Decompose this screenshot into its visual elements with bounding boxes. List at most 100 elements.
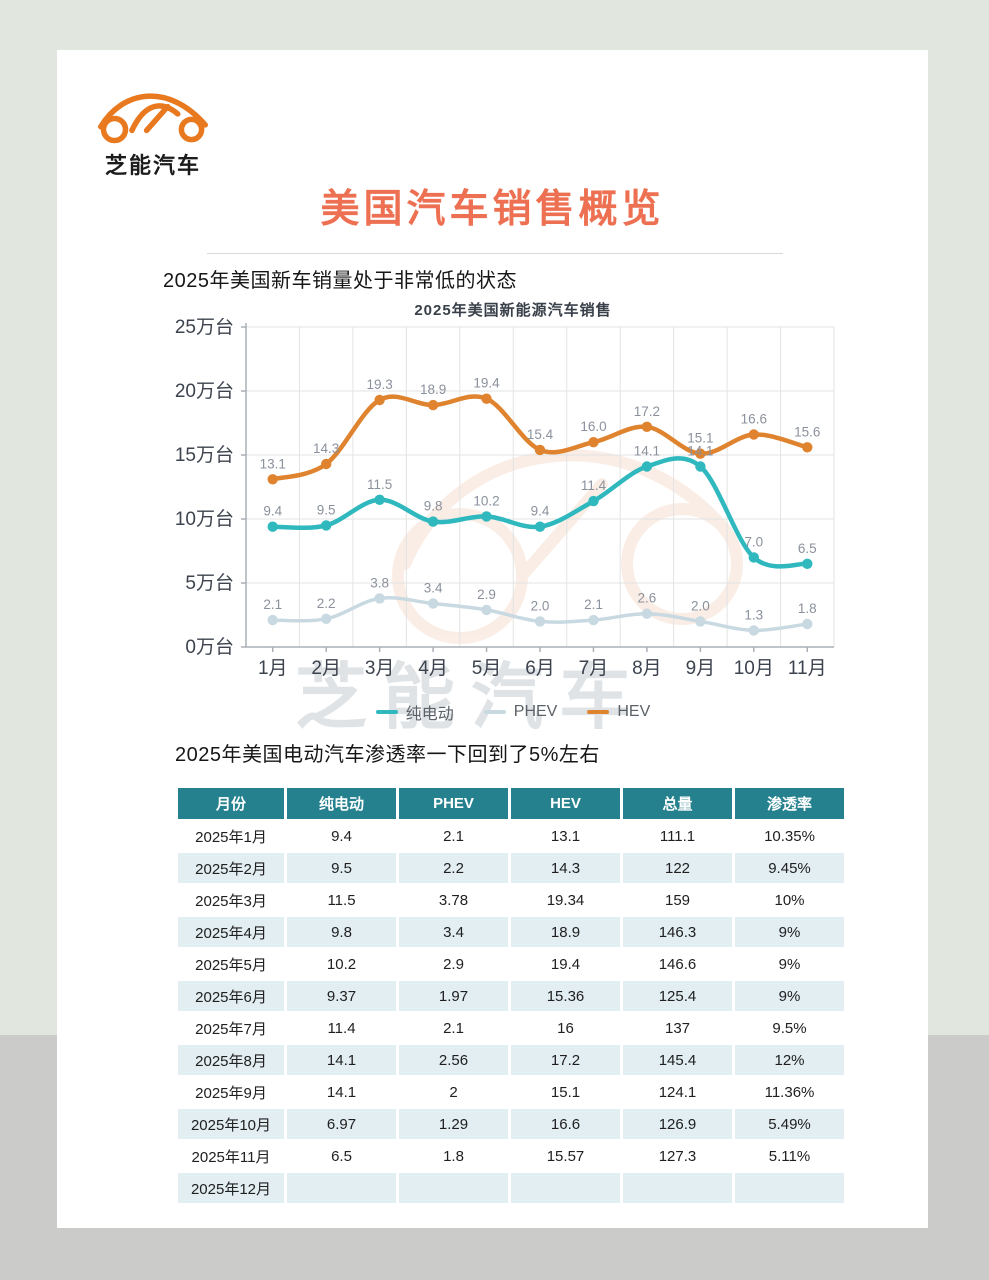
table-cell: 145.4	[623, 1045, 732, 1075]
table-cell: 9.5%	[735, 1013, 844, 1043]
svg-text:16.0: 16.0	[580, 419, 606, 434]
svg-text:20万台: 20万台	[175, 380, 234, 402]
table-cell: 12%	[735, 1045, 844, 1075]
sales-line-chart: 0万台 5万台 10万台 15万台 20万台 25万台 1月 2月 3月 4月 5月 6月 7月 8月 9月…	[175, 316, 835, 679]
brand-logo: 芝能汽车	[93, 80, 213, 180]
svg-text:1.3: 1.3	[744, 607, 763, 622]
table-cell: 2.56	[399, 1045, 508, 1075]
svg-text:9.8: 9.8	[424, 499, 443, 514]
svg-text:2.0: 2.0	[691, 598, 710, 613]
table-header-cell: 月份	[178, 788, 284, 819]
svg-text:11月: 11月	[788, 658, 827, 679]
table-cell: 9%	[735, 949, 844, 979]
legend-label: 纯电动	[405, 706, 454, 723]
table-cell: 159	[623, 885, 732, 915]
table-cell: 11.5	[287, 885, 396, 915]
table-cell	[623, 1173, 732, 1203]
svg-text:15.4: 15.4	[527, 427, 554, 442]
table-cell: 9.4	[287, 821, 396, 851]
table-body: 2025年1月 9.4 2.1 13.1 111.1 10.35% 2025年2月 9.5 2.…	[178, 821, 844, 1203]
table-cell: 2025年4月	[178, 917, 284, 947]
table-cell: 14.3	[511, 853, 620, 883]
svg-text:3月: 3月	[365, 658, 395, 679]
chart-area: 0万台 5万台 10万台 15万台 20万台 25万台 1月 2月 3月 4月 5月 6月 7月 8月 9月…	[160, 316, 866, 700]
legend-dash-icon	[375, 710, 398, 714]
svg-text:10月: 10月	[734, 658, 774, 679]
table-cell: 11.36%	[735, 1077, 844, 1107]
table-cell: 16	[511, 1013, 620, 1043]
legend-label: PHEV	[513, 703, 558, 720]
svg-text:2.1: 2.1	[584, 597, 603, 612]
svg-text:9.5: 9.5	[317, 502, 336, 517]
svg-text:5月: 5月	[472, 658, 502, 679]
svg-text:7.0: 7.0	[744, 534, 763, 549]
table-cell: 2025年10月	[178, 1109, 284, 1139]
table-cell: 15.36	[511, 981, 620, 1011]
table-cell: 17.2	[511, 1045, 620, 1075]
table-cell: 15.57	[511, 1141, 620, 1171]
table-cell: 2025年9月	[178, 1077, 284, 1107]
table-cell: 2025年12月	[178, 1173, 284, 1203]
table-row: 2025年12月	[178, 1173, 844, 1203]
svg-text:9.4: 9.4	[531, 504, 550, 519]
table-cell: 1.29	[399, 1109, 508, 1139]
table-header-cell: 纯电动	[287, 788, 396, 819]
legend-dash-icon	[587, 710, 610, 714]
table-cell: 125.4	[623, 981, 732, 1011]
table-cell: 3.78	[399, 885, 508, 915]
table-cell: 14.1	[287, 1077, 396, 1107]
table-section-heading: 2025年美国电动汽车渗透率一下回到了5%左右	[175, 744, 600, 766]
table-cell: 3.4	[399, 917, 508, 947]
table-cell: 9.5	[287, 853, 396, 883]
table-cell: 1.8	[399, 1141, 508, 1171]
legend-label: HEV	[617, 703, 651, 720]
svg-text:0万台: 0万台	[185, 636, 234, 658]
table-area: 月份 纯电动 PHEV HEV 总量 渗透率 2025年1月 9.4 2.1 13.1 111.1…	[175, 786, 847, 1205]
table-cell: 137	[623, 1013, 732, 1043]
table-cell: 6.97	[287, 1109, 396, 1139]
table-cell: 5.11%	[735, 1141, 844, 1171]
svg-text:15万台: 15万台	[175, 444, 234, 466]
content-card: 芝能汽车 美国汽车销售概览 2025年美国新车销量处于非常低的状态 芝能汽车 2…	[57, 50, 928, 1228]
svg-text:6月: 6月	[525, 658, 555, 679]
table-cell: 15.1	[511, 1077, 620, 1107]
table-cell: 19.4	[511, 949, 620, 979]
table-cell: 2025年5月	[178, 949, 284, 979]
table-cell: 2.1	[399, 1013, 508, 1043]
chart-section-heading: 2025年美国新车销量处于非常低的状态	[163, 270, 517, 292]
table-header-row: 月份 纯电动 PHEV HEV 总量 渗透率	[178, 788, 844, 819]
chart-title: 2025年美国新能源汽车销售	[414, 302, 612, 319]
svg-text:4月: 4月	[418, 658, 448, 679]
table-row: 2025年8月 14.1 2.56 17.2 145.4 12%	[178, 1045, 844, 1075]
table-cell: 9%	[735, 981, 844, 1011]
table-cell: 6.5	[287, 1141, 396, 1171]
table-cell: 2025年8月	[178, 1045, 284, 1075]
table-row: 2025年5月 10.2 2.9 19.4 146.6 9%	[178, 949, 844, 979]
table-cell: 13.1	[511, 821, 620, 851]
table-cell: 2	[399, 1077, 508, 1107]
table-cell	[287, 1173, 396, 1203]
sales-table: 月份 纯电动 PHEV HEV 总量 渗透率 2025年1月 9.4 2.1 13.1 111.1…	[175, 786, 847, 1205]
svg-text:13.1: 13.1	[260, 456, 286, 471]
legend-item: 纯电动	[375, 700, 454, 724]
table-cell: 9.37	[287, 981, 396, 1011]
table-cell: 146.3	[623, 917, 732, 947]
table-row: 2025年1月 9.4 2.1 13.1 111.1 10.35%	[178, 821, 844, 851]
table-row: 2025年4月 9.8 3.4 18.9 146.3 9%	[178, 917, 844, 947]
chart-legend: 纯电动 PHEV HEV	[160, 700, 866, 724]
table-cell: 19.34	[511, 885, 620, 915]
legend-item: PHEV	[483, 700, 558, 724]
table-cell: 14.1	[287, 1045, 396, 1075]
table-cell: 124.1	[623, 1077, 732, 1107]
table-cell: 2025年6月	[178, 981, 284, 1011]
svg-text:2.1: 2.1	[263, 597, 282, 612]
table-cell: 2.1	[399, 821, 508, 851]
svg-text:9月: 9月	[686, 658, 716, 679]
table-header-cell: 总量	[623, 788, 732, 819]
table-header-cell: PHEV	[399, 788, 508, 819]
table-cell: 2025年1月	[178, 821, 284, 851]
svg-text:14.1: 14.1	[634, 444, 660, 459]
table-header-cell: HEV	[511, 788, 620, 819]
table-cell: 111.1	[623, 821, 732, 851]
table-header-cell: 渗透率	[735, 788, 844, 819]
